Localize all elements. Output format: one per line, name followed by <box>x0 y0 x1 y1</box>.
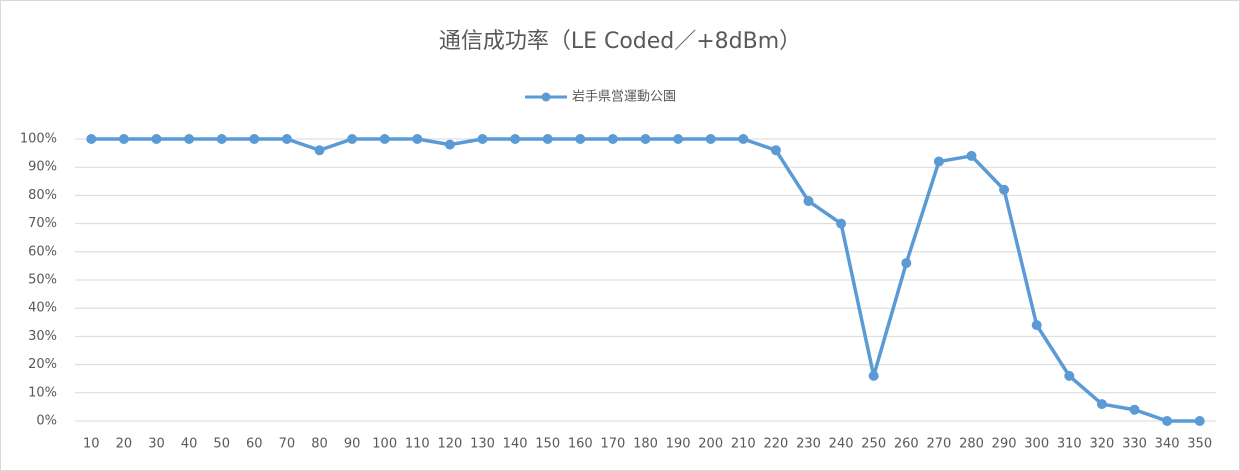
x-tick-label: 80 <box>311 437 328 452</box>
x-tick-label: 330 <box>1122 437 1147 452</box>
x-tick-label: 200 <box>698 437 723 452</box>
data-point <box>575 134 586 144</box>
y-tick-label: 50% <box>28 273 57 288</box>
y-tick-label: 100% <box>20 132 57 147</box>
x-tick-label: 240 <box>829 437 854 452</box>
x-tick-label: 70 <box>279 437 296 452</box>
data-point <box>1031 320 1042 331</box>
data-point <box>966 150 977 161</box>
data-point <box>510 134 521 144</box>
data-point <box>770 145 781 156</box>
x-tick-label: 160 <box>568 437 593 452</box>
x-tick-label: 220 <box>763 437 788 452</box>
data-point <box>379 134 390 144</box>
x-tick-label: 10 <box>83 437 100 452</box>
x-tick-label: 230 <box>796 437 821 452</box>
y-tick-label: 40% <box>28 301 57 316</box>
x-tick-label: 90 <box>344 437 361 452</box>
x-tick-label: 40 <box>181 437 198 452</box>
x-tick-label: 340 <box>1155 437 1180 452</box>
data-point <box>607 134 618 144</box>
data-point <box>1129 404 1140 415</box>
y-tick-label: 70% <box>28 216 57 231</box>
x-tick-label: 180 <box>633 437 658 452</box>
x-tick-label: 260 <box>894 437 919 452</box>
y-tick-label: 0% <box>36 414 57 429</box>
data-point <box>86 134 97 144</box>
x-tick-label: 250 <box>861 437 886 452</box>
x-tick-label: 60 <box>246 437 263 452</box>
x-tick-label: 170 <box>600 437 625 452</box>
data-point <box>444 139 455 150</box>
data-point <box>836 218 847 229</box>
x-tick-label: 130 <box>470 437 495 452</box>
y-tick-label: 80% <box>28 188 57 203</box>
data-point <box>281 134 292 144</box>
data-point <box>999 184 1010 195</box>
data-point <box>803 196 814 207</box>
data-point <box>151 134 162 144</box>
data-point <box>1194 416 1205 426</box>
x-tick-label: 310 <box>1057 437 1082 452</box>
legend-label: 岩手県営運動公園 <box>572 90 676 105</box>
x-tick-label: 270 <box>926 437 951 452</box>
x-tick-label: 20 <box>116 437 133 452</box>
data-point <box>1162 416 1173 426</box>
x-tick-label: 190 <box>666 437 691 452</box>
x-tick-label: 300 <box>1024 437 1049 452</box>
x-tick-label: 290 <box>992 437 1017 452</box>
data-point <box>542 134 553 144</box>
x-tick-label: 350 <box>1187 437 1212 452</box>
data-point <box>412 134 423 144</box>
data-point <box>640 134 651 144</box>
x-tick-label: 50 <box>213 437 230 452</box>
y-tick-label: 90% <box>28 160 57 175</box>
data-point <box>118 134 129 144</box>
y-tick-label: 20% <box>28 357 57 372</box>
x-tick-label: 30 <box>148 437 165 452</box>
data-point <box>314 145 325 156</box>
x-tick-label: 120 <box>437 437 462 452</box>
data-point <box>705 134 716 144</box>
x-tick-label: 210 <box>731 437 756 452</box>
data-point <box>738 134 749 144</box>
data-point <box>216 134 227 144</box>
y-tick-label: 10% <box>28 385 57 400</box>
x-tick-label: 150 <box>535 437 560 452</box>
data-point <box>347 134 358 144</box>
data-point <box>673 134 684 144</box>
data-point <box>901 258 912 269</box>
data-point <box>1096 399 1107 410</box>
data-point <box>249 134 260 144</box>
data-point <box>868 370 879 381</box>
legend-marker <box>541 92 551 102</box>
data-point <box>477 134 488 144</box>
x-tick-label: 280 <box>959 437 984 452</box>
x-tick-label: 140 <box>503 437 528 452</box>
data-point <box>184 134 195 144</box>
data-point <box>933 156 944 167</box>
data-point <box>1064 370 1075 381</box>
y-tick-label: 60% <box>28 244 57 259</box>
y-tick-label: 30% <box>28 329 57 344</box>
x-tick-label: 320 <box>1089 437 1114 452</box>
chart-title: 通信成功率（LE Coded／+8dBm） <box>439 29 801 54</box>
x-tick-label: 100 <box>372 437 397 452</box>
x-tick-label: 110 <box>405 437 430 452</box>
